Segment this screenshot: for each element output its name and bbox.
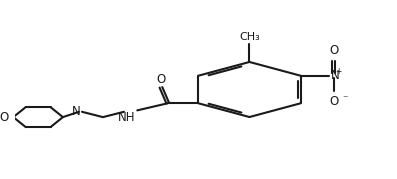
Text: O: O [329, 95, 339, 108]
Text: ⁻: ⁻ [342, 94, 348, 104]
Text: NH: NH [118, 111, 135, 124]
Text: N: N [72, 105, 81, 118]
Text: +: + [335, 67, 341, 76]
Text: CH₃: CH₃ [239, 32, 260, 42]
Text: O: O [156, 72, 166, 86]
Text: O: O [0, 111, 9, 124]
Text: O: O [329, 43, 339, 57]
Text: N: N [331, 69, 340, 82]
